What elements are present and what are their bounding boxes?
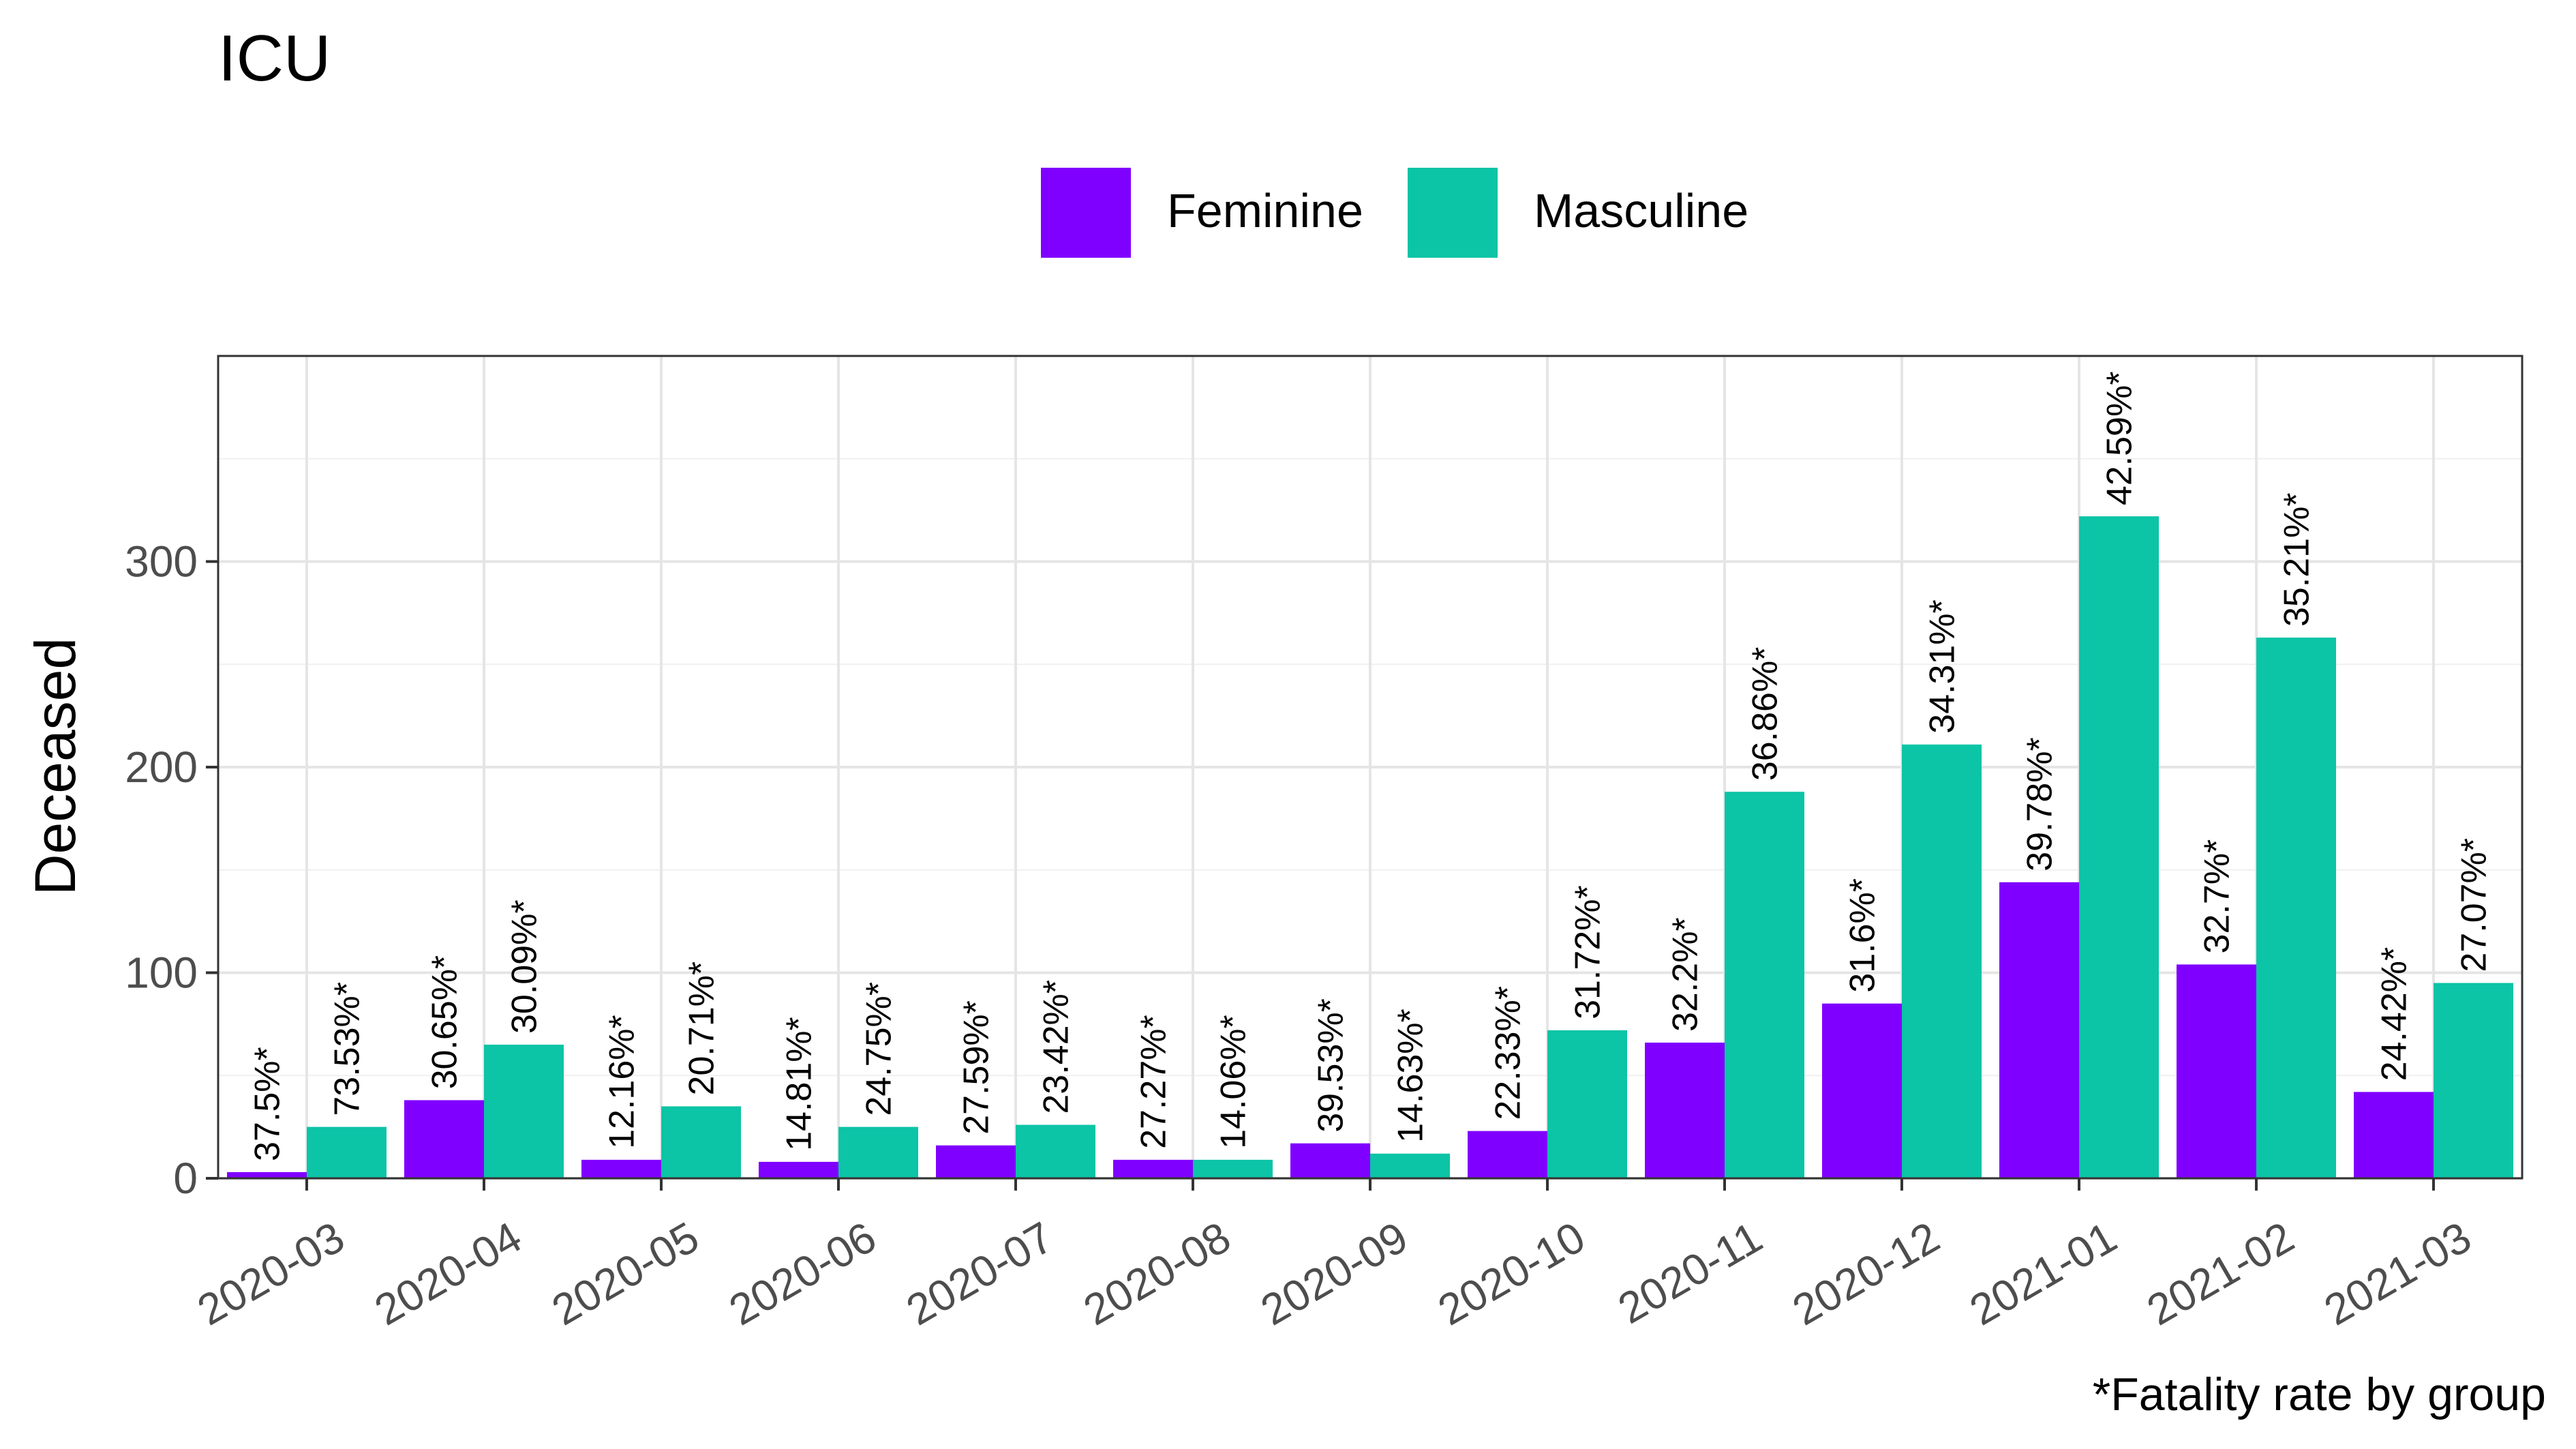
bar-masculine <box>1016 1124 1095 1178</box>
bar-masculine <box>2256 638 2336 1178</box>
legend: Feminine Masculine <box>1041 168 1748 258</box>
bar-label-feminine: 27.59%* <box>957 1000 997 1135</box>
chart-caption: *Fatality rate by group <box>2093 1369 2546 1420</box>
bar-label-masculine: 14.63%* <box>1391 1009 1431 1143</box>
bar-masculine <box>838 1126 918 1178</box>
bar-label-masculine: 24.75%* <box>860 982 899 1116</box>
bar-masculine <box>1193 1159 1273 1178</box>
bar-feminine <box>936 1145 1016 1178</box>
bar-feminine <box>581 1159 661 1178</box>
bar-label-masculine: 35.21%* <box>2277 492 2317 627</box>
bar-label-feminine: 30.65%* <box>425 955 465 1090</box>
bar-label-feminine: 14.81%* <box>780 1017 819 1151</box>
y-axis: 0 100 200 300 <box>125 537 218 1203</box>
bar-label-feminine: 12.16%* <box>603 1015 642 1149</box>
bar-label-feminine: 37.5%* <box>248 1047 288 1161</box>
y-tick-label: 300 <box>125 537 198 586</box>
bar-labels: 37.5%* 73.53%* 30.65%* 30.09%* 12.16%* 20.71%… <box>248 372 2494 1161</box>
bar-masculine <box>307 1126 387 1178</box>
bar-feminine <box>404 1100 484 1178</box>
bar-feminine <box>759 1161 838 1178</box>
bar-feminine <box>1999 882 2079 1178</box>
bar-label-masculine: 73.53%* <box>328 982 367 1116</box>
bar-label-feminine: 22.33%* <box>1489 986 1528 1120</box>
bar-label-masculine: 31.72%* <box>1569 885 1608 1019</box>
y-tick-label: 100 <box>125 948 198 998</box>
legend-label-feminine: Feminine <box>1167 184 1363 237</box>
bar-label-feminine: 32.7%* <box>2198 839 2237 954</box>
bar-label-masculine: 34.31%* <box>1923 599 1963 734</box>
bar-feminine <box>2177 964 2256 1178</box>
bar-feminine <box>1645 1043 1725 1178</box>
bar-label-masculine: 23.42%* <box>1037 980 1076 1114</box>
bar-label-masculine: 14.06%* <box>1214 1015 1254 1149</box>
bar-label-feminine: 24.42%* <box>2375 947 2414 1081</box>
bar-feminine <box>1113 1159 1193 1178</box>
bar-label-feminine: 27.27%* <box>1134 1015 1174 1149</box>
legend-swatch-masculine <box>1408 168 1498 258</box>
bar-label-masculine: 42.59%* <box>2100 372 2140 506</box>
bar-feminine <box>1290 1143 1370 1178</box>
bar-label-feminine: 31.6%* <box>1843 878 1883 993</box>
bar-masculine <box>1547 1030 1627 1178</box>
legend-label-masculine: Masculine <box>1534 184 1748 237</box>
bar-masculine <box>484 1045 564 1178</box>
bar-label-feminine: 39.78%* <box>2020 737 2060 871</box>
y-axis-title: Deceased <box>23 638 87 895</box>
bar-label-feminine: 32.2%* <box>1666 917 1706 1032</box>
bar-masculine <box>2434 983 2513 1178</box>
bar-masculine <box>1725 792 1804 1178</box>
bar-masculine <box>661 1106 741 1178</box>
y-tick-label: 200 <box>125 743 198 792</box>
bar-feminine <box>1468 1131 1547 1178</box>
bar-feminine <box>227 1171 307 1178</box>
y-tick-label: 0 <box>173 1154 198 1203</box>
bar-feminine <box>2354 1092 2434 1178</box>
bars <box>227 516 2513 1178</box>
bar-masculine <box>1370 1153 1450 1178</box>
chart-title: ICU <box>218 22 331 95</box>
legend-swatch-feminine <box>1041 168 1131 258</box>
bar-feminine <box>1822 1003 1902 1178</box>
bar-label-masculine: 20.71%* <box>682 961 722 1096</box>
bar-label-masculine: 27.07%* <box>2455 838 2494 972</box>
bar-masculine <box>1902 744 1982 1178</box>
bar-masculine <box>2079 516 2159 1178</box>
bar-label-masculine: 30.09%* <box>505 899 545 1034</box>
bar-label-feminine: 39.53%* <box>1312 998 1351 1133</box>
bar-label-masculine: 36.86%* <box>1746 647 1785 781</box>
